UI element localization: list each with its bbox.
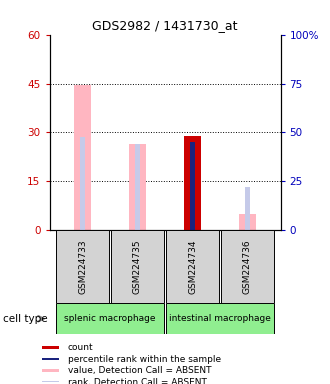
Text: percentile rank within the sample: percentile rank within the sample	[68, 354, 221, 364]
Bar	[43, 346, 59, 349]
Bar	[245, 187, 250, 230]
Text: GSM224735: GSM224735	[133, 240, 142, 294]
Bar	[43, 369, 59, 372]
Text: splenic macrophage: splenic macrophage	[64, 314, 156, 323]
Text: count: count	[68, 343, 94, 352]
Bar	[129, 144, 146, 230]
Text: value, Detection Call = ABSENT: value, Detection Call = ABSENT	[68, 366, 212, 375]
Bar	[166, 303, 274, 334]
Bar	[166, 230, 219, 303]
Bar	[74, 85, 91, 230]
Bar	[239, 214, 256, 230]
Bar	[221, 230, 274, 303]
Bar	[80, 137, 85, 230]
Text: GSM224733: GSM224733	[78, 240, 87, 294]
Text: GSM224736: GSM224736	[243, 240, 252, 294]
Bar	[56, 230, 109, 303]
Text: cell type: cell type	[3, 314, 48, 324]
Bar	[190, 142, 195, 230]
Text: GSM224734: GSM224734	[188, 240, 197, 294]
Bar	[111, 230, 164, 303]
Text: rank, Detection Call = ABSENT: rank, Detection Call = ABSENT	[68, 377, 207, 384]
Bar	[43, 381, 59, 384]
Text: intestinal macrophage: intestinal macrophage	[169, 314, 271, 323]
Title: GDS2982 / 1431730_at: GDS2982 / 1431730_at	[92, 19, 238, 32]
Bar	[56, 303, 164, 334]
Bar	[135, 144, 140, 230]
Bar	[43, 358, 59, 361]
Bar	[184, 136, 201, 230]
